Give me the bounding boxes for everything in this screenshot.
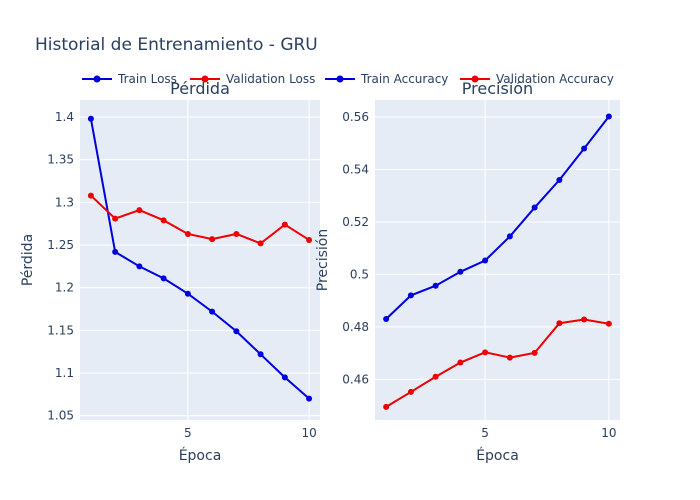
data-point-train-accuracy[interactable] <box>407 292 414 299</box>
legend-label-validation-accuracy: Validation Accuracy <box>496 72 614 86</box>
y-tick-label: 1.05 <box>47 409 74 423</box>
data-point-train-accuracy[interactable] <box>383 316 390 323</box>
legend-swatch-marker <box>93 75 101 83</box>
y-tick-label: 1.3 <box>55 195 74 209</box>
data-point-train-loss[interactable] <box>209 308 216 315</box>
subplot-title: Pérdida <box>170 79 230 98</box>
y-axis-label: Precisión <box>315 229 331 291</box>
figure-title: Historial de Entrenamiento - GRU <box>35 35 318 55</box>
data-point-validation-loss[interactable] <box>306 236 313 243</box>
data-point-train-loss[interactable] <box>112 248 119 255</box>
series-line-train-accuracy <box>385 115 610 320</box>
data-point-validation-accuracy[interactable] <box>482 349 489 356</box>
x-tick-label: 5 <box>481 426 489 440</box>
legend-item-validation-loss[interactable]: Validation Loss <box>190 72 315 86</box>
data-point-train-loss[interactable] <box>87 115 94 122</box>
x-tick-label: 10 <box>601 426 616 440</box>
data-point-validation-accuracy[interactable] <box>605 320 612 327</box>
data-point-train-loss[interactable] <box>184 290 191 297</box>
y-axis-label: Pérdida <box>20 234 36 286</box>
data-point-train-loss[interactable] <box>306 395 313 402</box>
y-tick-label: 1.35 <box>47 153 74 167</box>
data-point-train-accuracy[interactable] <box>482 257 489 264</box>
data-point-train-accuracy[interactable] <box>432 282 439 289</box>
series-line-validation-loss <box>90 194 310 245</box>
legend-swatch-marker <box>336 75 344 83</box>
data-point-validation-accuracy[interactable] <box>383 403 390 410</box>
y-tick-label: 0.5 <box>350 267 369 281</box>
data-point-validation-loss[interactable] <box>87 192 94 199</box>
data-point-train-accuracy[interactable] <box>506 233 513 240</box>
data-point-validation-loss[interactable] <box>281 221 288 228</box>
data-point-train-accuracy[interactable] <box>581 145 588 152</box>
legend[interactable]: Train Loss Validation Loss Train Accurac… <box>82 72 614 86</box>
y-tick-label: 1.4 <box>55 110 74 124</box>
legend-item-train-accuracy[interactable]: Train Accuracy <box>325 72 448 86</box>
legend-label-train-accuracy: Train Accuracy <box>360 72 448 86</box>
data-point-train-accuracy[interactable] <box>556 177 563 183</box>
y-tick-label: 1.2 <box>55 281 74 295</box>
plot-area <box>80 100 320 420</box>
y-tick-label: 0.52 <box>342 215 369 229</box>
legend-swatch-marker <box>471 75 479 83</box>
legend-swatch-marker <box>201 75 209 83</box>
series-line-validation-accuracy <box>385 318 610 408</box>
data-point-validation-accuracy[interactable] <box>407 388 414 395</box>
y-tick-label: 1.15 <box>47 323 74 337</box>
legend-item-validation-accuracy[interactable]: Validation Accuracy <box>460 72 614 86</box>
y-tick-label: 0.54 <box>342 163 369 177</box>
subplot-title: Precisión <box>462 79 533 98</box>
legend-item-train-loss[interactable]: Train Loss <box>82 72 177 86</box>
data-point-validation-accuracy[interactable] <box>506 354 513 361</box>
data-point-validation-accuracy[interactable] <box>581 316 588 323</box>
x-axis-label: Época <box>179 447 222 464</box>
data-point-validation-loss[interactable] <box>160 217 167 224</box>
data-point-validation-accuracy[interactable] <box>556 320 563 327</box>
y-tick-label: 0.56 <box>342 110 369 124</box>
data-point-validation-loss[interactable] <box>112 215 119 222</box>
data-point-train-accuracy[interactable] <box>531 204 538 211</box>
data-point-train-loss[interactable] <box>281 374 288 381</box>
x-tick-label: 10 <box>301 426 316 440</box>
x-tick-label: 5 <box>184 426 192 440</box>
loss-subplot: 1.05 1.1 1.15 1.2 1.25 1.3 1.35 1.4 5 10 Pérdida Ép… <box>20 79 320 464</box>
y-tick-label: 0.46 <box>342 372 369 386</box>
data-point-validation-accuracy[interactable] <box>457 359 464 366</box>
x-axis-label: Época <box>476 447 519 464</box>
y-tick-label: 0.48 <box>342 320 369 334</box>
data-point-validation-loss[interactable] <box>257 240 264 247</box>
data-point-validation-loss[interactable] <box>233 230 240 237</box>
y-tick-label: 1.25 <box>47 238 74 252</box>
data-point-validation-loss[interactable] <box>209 236 216 243</box>
data-point-train-loss[interactable] <box>160 275 167 282</box>
legend-label-validation-loss: Validation Loss <box>226 72 315 86</box>
data-point-train-loss[interactable] <box>136 263 143 270</box>
data-point-validation-loss[interactable] <box>136 207 143 214</box>
data-point-validation-loss[interactable] <box>184 230 191 237</box>
data-point-train-accuracy[interactable] <box>457 268 464 275</box>
legend-label-train-loss: Train Loss <box>117 72 177 86</box>
y-tick-label: 1.1 <box>55 366 74 380</box>
data-point-validation-accuracy[interactable] <box>531 349 538 356</box>
accuracy-subplot: 0.46 0.48 0.5 0.52 0.54 0.56 5 10 Precisión Época… <box>315 79 620 464</box>
series-line-train-loss <box>89 118 310 400</box>
data-point-train-accuracy[interactable] <box>605 113 612 120</box>
data-point-validation-accuracy[interactable] <box>432 373 439 380</box>
data-point-train-loss[interactable] <box>233 328 240 335</box>
data-point-train-loss[interactable] <box>257 351 264 358</box>
